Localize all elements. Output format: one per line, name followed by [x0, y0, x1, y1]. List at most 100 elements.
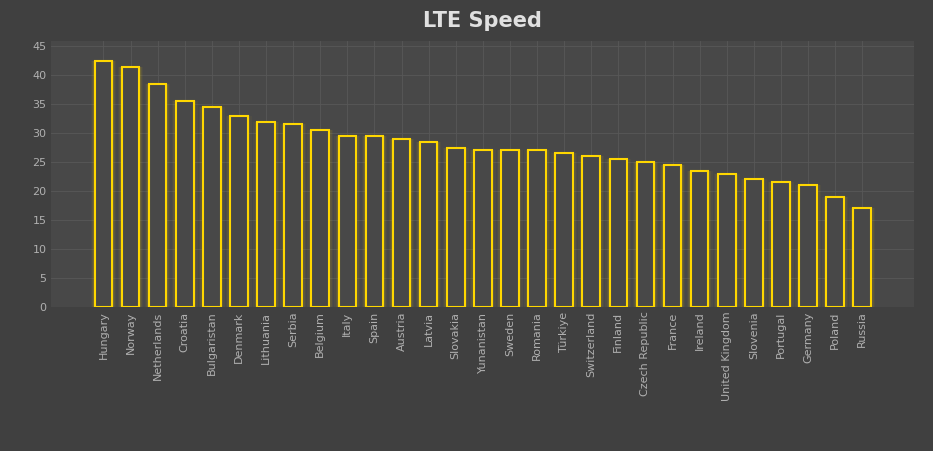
Bar: [255, 122, 277, 307]
Bar: [582, 156, 600, 307]
Bar: [551, 153, 577, 307]
Bar: [230, 116, 248, 307]
Bar: [363, 136, 386, 307]
Bar: [334, 136, 360, 307]
Bar: [663, 165, 681, 307]
Bar: [202, 107, 222, 307]
Bar: [854, 208, 871, 307]
Bar: [471, 151, 494, 307]
Title: LTE Speed: LTE Speed: [424, 11, 542, 31]
Bar: [606, 159, 630, 307]
Bar: [226, 116, 252, 307]
Bar: [446, 147, 466, 307]
Bar: [312, 130, 329, 307]
Bar: [500, 151, 520, 307]
Bar: [91, 61, 115, 307]
Bar: [283, 124, 303, 307]
Bar: [229, 116, 249, 307]
Bar: [364, 136, 384, 307]
Bar: [285, 124, 302, 307]
Bar: [797, 185, 819, 307]
Bar: [362, 136, 387, 307]
Bar: [473, 151, 493, 307]
Bar: [174, 101, 196, 307]
Bar: [391, 139, 411, 307]
Bar: [309, 130, 332, 307]
Bar: [768, 182, 794, 307]
Bar: [852, 208, 872, 307]
Bar: [280, 124, 306, 307]
Bar: [339, 136, 356, 307]
Bar: [501, 151, 519, 307]
Bar: [770, 182, 792, 307]
Bar: [307, 130, 333, 307]
Bar: [474, 151, 492, 307]
Bar: [443, 147, 468, 307]
Bar: [176, 101, 193, 307]
Bar: [337, 136, 357, 307]
Bar: [444, 147, 467, 307]
Bar: [554, 153, 575, 307]
Bar: [851, 208, 874, 307]
Bar: [94, 61, 112, 307]
Bar: [121, 67, 139, 307]
Bar: [470, 151, 495, 307]
Bar: [660, 165, 686, 307]
Bar: [203, 107, 220, 307]
Bar: [744, 179, 764, 307]
Bar: [419, 142, 439, 307]
Bar: [714, 174, 740, 307]
Bar: [147, 84, 168, 307]
Bar: [120, 67, 141, 307]
Bar: [606, 159, 632, 307]
Bar: [447, 147, 465, 307]
Bar: [524, 151, 550, 307]
Bar: [146, 84, 169, 307]
Bar: [528, 151, 546, 307]
Bar: [798, 185, 818, 307]
Bar: [118, 67, 144, 307]
Bar: [417, 142, 440, 307]
Bar: [172, 101, 198, 307]
Bar: [608, 159, 629, 307]
Bar: [690, 171, 708, 307]
Bar: [825, 197, 845, 307]
Bar: [716, 174, 738, 307]
Bar: [824, 197, 846, 307]
Bar: [800, 185, 817, 307]
Bar: [636, 162, 654, 307]
Bar: [743, 179, 765, 307]
Bar: [662, 165, 683, 307]
Bar: [745, 179, 762, 307]
Bar: [93, 61, 114, 307]
Bar: [389, 139, 414, 307]
Bar: [581, 156, 602, 307]
Bar: [145, 84, 171, 307]
Bar: [416, 142, 441, 307]
Bar: [687, 171, 713, 307]
Bar: [525, 151, 549, 307]
Bar: [689, 171, 711, 307]
Bar: [635, 162, 656, 307]
Bar: [609, 159, 627, 307]
Bar: [258, 122, 275, 307]
Bar: [795, 185, 821, 307]
Bar: [91, 61, 117, 307]
Bar: [527, 151, 547, 307]
Bar: [634, 162, 657, 307]
Bar: [827, 197, 844, 307]
Bar: [282, 124, 305, 307]
Bar: [119, 67, 142, 307]
Bar: [578, 156, 604, 307]
Bar: [579, 156, 603, 307]
Bar: [201, 107, 223, 307]
Bar: [741, 179, 767, 307]
Bar: [366, 136, 383, 307]
Bar: [555, 153, 573, 307]
Bar: [849, 208, 875, 307]
Bar: [256, 122, 276, 307]
Bar: [253, 122, 279, 307]
Bar: [393, 139, 411, 307]
Bar: [717, 174, 737, 307]
Bar: [822, 197, 848, 307]
